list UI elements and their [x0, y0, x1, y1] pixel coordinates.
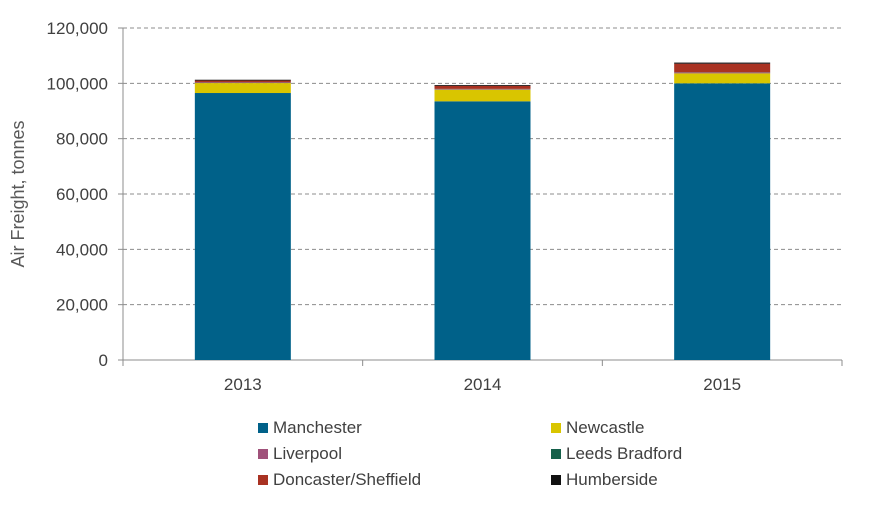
- legend-item: Humberside: [551, 468, 711, 492]
- y-tick-label: 0: [99, 351, 108, 370]
- bar-manchester-2013: [194, 93, 291, 361]
- x-tick-label: 2013: [224, 375, 262, 394]
- bar-liverpool-2014: [434, 89, 531, 90]
- bar-newcastle-2014: [434, 89, 531, 102]
- bar-humberside-2014: [434, 84, 531, 86]
- x-tick-label: 2015: [703, 375, 741, 394]
- legend-swatch: [258, 475, 268, 485]
- bar-newcastle-2013: [194, 83, 291, 94]
- bar-newcastle-2015: [674, 73, 771, 84]
- y-tick-label: 80,000: [56, 130, 108, 149]
- legend-item: Manchester: [258, 416, 551, 440]
- bar-humberside-2015: [674, 62, 771, 64]
- bar-doncaster-sheffield-2013: [194, 80, 291, 83]
- legend-item: Liverpool: [258, 442, 551, 466]
- y-tick-label: 60,000: [56, 185, 108, 204]
- bar-doncaster-sheffield-2014: [434, 85, 531, 89]
- legend-swatch: [258, 423, 268, 433]
- legend-label: Manchester: [273, 418, 362, 437]
- legend-label: Newcastle: [566, 418, 645, 437]
- legend-swatch: [258, 449, 268, 459]
- y-tick-label: 40,000: [56, 240, 108, 259]
- legend-label: Humberside: [566, 470, 658, 489]
- legend: Manchester Newcastle Liverpool Leeds Bradfo…: [258, 416, 718, 492]
- bar-manchester-2015: [674, 83, 771, 360]
- bar-doncaster-sheffield-2015: [674, 63, 771, 73]
- bar-humberside-2013: [194, 79, 291, 81]
- y-tick-label: 20,000: [56, 296, 108, 315]
- legend-label: Leeds Bradford: [566, 444, 683, 463]
- bar-manchester-2014: [434, 101, 531, 361]
- x-tick-label: 2014: [464, 375, 502, 394]
- legend-item: Newcastle: [551, 416, 711, 440]
- legend-label: Liverpool: [273, 444, 342, 463]
- bar-liverpool-2013: [194, 82, 291, 84]
- y-axis-title: Air Freight, tonnes: [8, 120, 28, 267]
- legend-swatch: [551, 449, 561, 459]
- legend-item: Doncaster/Sheffield: [258, 468, 551, 492]
- legend-label: Doncaster/Sheffield: [273, 470, 422, 489]
- y-tick-label: 100,000: [47, 74, 108, 93]
- legend-swatch: [551, 423, 561, 433]
- bar-liverpool-2015: [674, 72, 771, 74]
- legend-swatch: [551, 475, 561, 485]
- y-tick-label: 120,000: [47, 19, 108, 38]
- legend-item: Leeds Bradford: [551, 442, 711, 466]
